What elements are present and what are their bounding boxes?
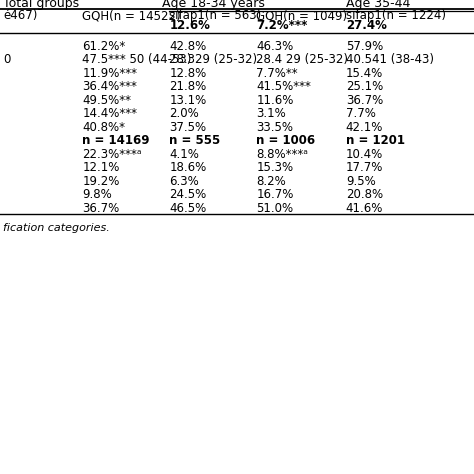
Text: 15.4%: 15.4% — [346, 67, 383, 80]
Text: 42.8%: 42.8% — [169, 40, 207, 53]
Text: 40.8%*: 40.8%* — [82, 121, 126, 134]
Text: 28.329 (25-32): 28.329 (25-32) — [169, 53, 257, 66]
Text: n = 1006: n = 1006 — [256, 135, 316, 147]
Text: 51.0%: 51.0% — [256, 202, 293, 215]
Text: 41.5%***: 41.5%*** — [256, 80, 311, 93]
Text: 4.1%: 4.1% — [169, 148, 200, 161]
Text: 11.6%: 11.6% — [256, 94, 294, 107]
Text: 2.0%: 2.0% — [169, 107, 199, 120]
Text: Age 18-34 years: Age 18-34 years — [162, 0, 264, 10]
Text: fication categories.: fication categories. — [3, 222, 110, 233]
Text: 3.1%: 3.1% — [256, 107, 286, 120]
Text: 21.8%: 21.8% — [169, 80, 207, 93]
Text: 8.2%: 8.2% — [256, 175, 286, 188]
Text: 61.2%*: 61.2%* — [82, 40, 126, 53]
Text: Age 35-44: Age 35-44 — [346, 0, 410, 10]
Text: 18.6%: 18.6% — [169, 161, 207, 174]
Text: sifap1(n = 1224): sifap1(n = 1224) — [346, 9, 446, 22]
Text: 40.541 (38-43): 40.541 (38-43) — [346, 53, 434, 66]
Text: 36.7%: 36.7% — [82, 202, 119, 215]
Text: 27.4%: 27.4% — [346, 19, 387, 32]
Text: 14.4%***: 14.4%*** — [82, 107, 137, 120]
Text: 19.2%: 19.2% — [82, 175, 120, 188]
Text: 24.5%: 24.5% — [169, 188, 207, 201]
Text: n = 14169: n = 14169 — [82, 135, 150, 147]
Text: 11.9%***: 11.9%*** — [82, 67, 137, 80]
Text: 7.7%: 7.7% — [346, 107, 375, 120]
Text: 15.3%: 15.3% — [256, 161, 293, 174]
Text: 6.3%: 6.3% — [169, 175, 199, 188]
Text: 33.5%: 33.5% — [256, 121, 293, 134]
Text: 28.4 29 (25-32): 28.4 29 (25-32) — [256, 53, 348, 66]
Text: 36.7%: 36.7% — [346, 94, 383, 107]
Text: 46.3%: 46.3% — [256, 40, 294, 53]
Text: 57.9%: 57.9% — [346, 40, 383, 53]
Text: 16.7%: 16.7% — [256, 188, 294, 201]
Text: 9.5%: 9.5% — [346, 175, 375, 188]
Text: 12.8%: 12.8% — [169, 67, 207, 80]
Text: GQH(n = 14522): GQH(n = 14522) — [82, 9, 181, 22]
Text: 20.8%: 20.8% — [346, 188, 383, 201]
Text: 37.5%: 37.5% — [169, 121, 207, 134]
Text: n = 1201: n = 1201 — [346, 135, 405, 147]
Text: 49.5%**: 49.5%** — [82, 94, 131, 107]
Text: sifap1(n = 563): sifap1(n = 563) — [169, 9, 262, 22]
Text: 7.7%**: 7.7%** — [256, 67, 298, 80]
Text: 10.4%: 10.4% — [346, 148, 383, 161]
Text: 8.8%***ᵃ: 8.8%***ᵃ — [256, 148, 309, 161]
Text: GQH(n = 1049): GQH(n = 1049) — [256, 9, 347, 22]
Text: 9.8%: 9.8% — [82, 188, 112, 201]
Text: 25.1%: 25.1% — [346, 80, 383, 93]
Text: 41.6%: 41.6% — [346, 202, 383, 215]
Text: 46.5%: 46.5% — [169, 202, 207, 215]
Text: n = 555: n = 555 — [169, 135, 221, 147]
Text: 13.1%: 13.1% — [169, 94, 207, 107]
Text: 36.4%***: 36.4%*** — [82, 80, 137, 93]
Text: 12.1%: 12.1% — [82, 161, 120, 174]
Text: Total groups: Total groups — [3, 0, 79, 10]
Text: é467): é467) — [3, 9, 37, 22]
Text: 7.2%***: 7.2%*** — [256, 19, 308, 32]
Text: 47.5*** 50 (44-53): 47.5*** 50 (44-53) — [82, 53, 192, 66]
Text: 17.7%: 17.7% — [346, 161, 383, 174]
Text: 12.6%: 12.6% — [169, 19, 210, 32]
Text: 0: 0 — [3, 53, 10, 66]
Text: 22.3%***ᵃ: 22.3%***ᵃ — [82, 148, 142, 161]
Text: 42.1%: 42.1% — [346, 121, 383, 134]
